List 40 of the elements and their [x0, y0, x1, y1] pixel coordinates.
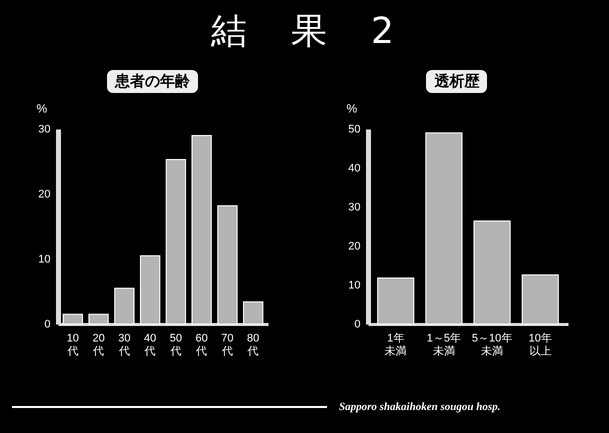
y-tick-label: 30 — [348, 202, 360, 214]
x-tick-label: 5～10年未満 — [472, 332, 512, 358]
bar — [521, 274, 559, 324]
chart-title: 透析歴 — [426, 70, 488, 93]
y-tick-label: 20 — [348, 240, 360, 252]
y-axis-title: % — [346, 102, 358, 116]
x-tick-label: 20代 — [92, 332, 105, 358]
y-tick-label: 40 — [348, 162, 360, 174]
x-tick-label: 10代 — [66, 332, 80, 358]
x-tick-label: 40代 — [144, 332, 156, 358]
x-tick-label: 50代 — [170, 332, 182, 358]
bar — [218, 205, 238, 324]
bar — [140, 255, 161, 324]
x-tick-label: 80代 — [246, 332, 260, 358]
text: Sapporo shakaihoken sougou hosp. — [339, 401, 500, 413]
x-tick-label: 1～5年未満 — [426, 332, 461, 358]
x-tick-label: 70代 — [221, 332, 234, 358]
y-tick-label: 50 — [348, 124, 360, 136]
y-tick-label: 0 — [44, 318, 51, 330]
y-tick-label: 10 — [38, 254, 51, 266]
x-tick-label: 1年未満 — [384, 332, 406, 358]
bar — [62, 314, 84, 324]
bar — [114, 288, 135, 324]
y-tick-label: 10 — [348, 280, 360, 292]
bar — [473, 220, 510, 324]
x-tick-label: 30代 — [118, 332, 131, 358]
x-tick-label: 60代 — [195, 332, 208, 358]
bar — [88, 314, 109, 324]
y-tick-label: 20 — [38, 188, 51, 200]
y-axis-title: % — [36, 102, 48, 116]
bar — [192, 135, 212, 324]
chart-title: 患者の年齢 — [106, 70, 198, 93]
bar — [243, 301, 264, 324]
bar — [425, 132, 462, 324]
text: 結 果 2 — [210, 10, 399, 54]
x-tick-label: 10年以上 — [528, 332, 552, 358]
bar — [166, 159, 186, 324]
y-tick-label: 0 — [354, 318, 360, 330]
y-tick-label: 30 — [38, 124, 51, 136]
bar — [376, 277, 414, 324]
